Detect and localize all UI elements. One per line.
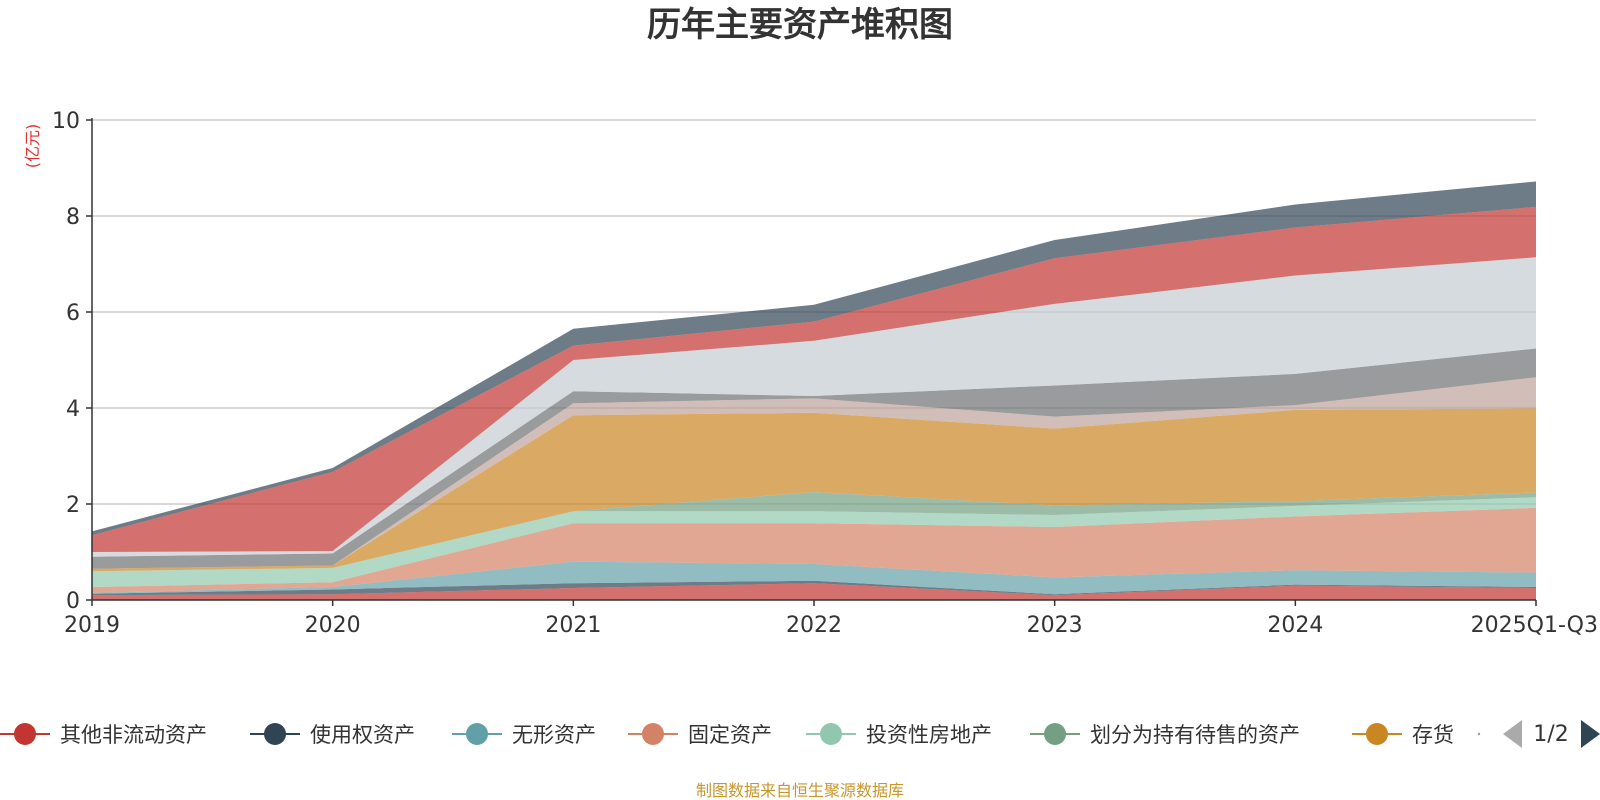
legend-item[interactable]: 划分为持有待售的资产 [1030, 723, 1300, 747]
area-series-11[interactable] [92, 206, 1536, 552]
legend-page-indicator: 1/2 [1533, 722, 1568, 747]
legend-prev-arrow-icon[interactable] [1503, 720, 1522, 748]
legend-marker-icon [14, 723, 36, 745]
legend-label: 其他非流动资产 [60, 723, 207, 747]
area-series-12[interactable] [92, 181, 1536, 536]
y-tick-label: 8 [66, 205, 80, 230]
y-tick-labels: 0 2 4 6 8 10 [52, 109, 80, 614]
x-tick-label: 2025Q1-Q3 [1471, 613, 1598, 638]
area-使用权资产[interactable] [92, 580, 1536, 596]
legend-marker-icon [1366, 723, 1388, 745]
legend-marker-icon [820, 723, 842, 745]
legend-marker-icon [1044, 723, 1066, 745]
area-series-10[interactable] [92, 257, 1536, 557]
area-series-8[interactable] [92, 377, 1536, 569]
x-tick-label: 2022 [786, 613, 842, 638]
area-固定资产[interactable] [92, 507, 1536, 593]
legend-overflow-dot [1477, 732, 1481, 736]
legend-item[interactable]: 存货 [1352, 723, 1454, 747]
x-tick-label: 2020 [305, 613, 361, 638]
x-tick-label: 2024 [1267, 613, 1323, 638]
y-tick-label: 2 [66, 493, 80, 518]
y-axis-unit-label: (亿元) [23, 124, 42, 169]
legend[interactable]: 其他非流动资产 使用权资产 无形资产 固定资产 投资性房地产 划分为持有待售的资产 存货 [0, 723, 1481, 747]
legend-item[interactable]: 投资性房地产 [806, 723, 992, 747]
axes [86, 118, 1537, 606]
area-投资性房地产[interactable] [92, 497, 1536, 588]
x-tick-labels: 2019 2020 2021 2022 2023 2024 2025Q1-Q3 [64, 613, 1598, 638]
chart-title: 历年主要资产堆积图 [647, 5, 953, 45]
stacked-areas [92, 181, 1536, 600]
legend-item[interactable]: 固定资产 [628, 723, 772, 747]
legend-item[interactable]: 其他非流动资产 [0, 723, 207, 747]
legend-marker-icon [466, 723, 488, 745]
legend-label: 固定资产 [688, 723, 772, 747]
legend-label: 使用权资产 [310, 723, 415, 747]
x-tick-label: 2019 [64, 613, 120, 638]
legend-label: 投资性房地产 [866, 723, 992, 747]
legend-label: 划分为持有待售的资产 [1090, 723, 1300, 747]
data-source-note: 制图数据来自恒生聚源数据库 [696, 781, 904, 800]
legend-item[interactable]: 使用权资产 [250, 723, 415, 747]
y-tick-label: 0 [66, 589, 80, 614]
x-tick-label: 2023 [1027, 613, 1083, 638]
legend-pager[interactable]: 1/2 [1503, 720, 1600, 748]
x-tick-label: 2021 [545, 613, 601, 638]
area-其他非流动资产[interactable] [92, 583, 1536, 600]
area-series-9[interactable] [92, 348, 1536, 569]
area-无形资产[interactable] [92, 561, 1536, 595]
area-划分为持有待售的资产[interactable] [92, 492, 1536, 572]
legend-item[interactable]: 无形资产 [452, 723, 596, 747]
legend-marker-icon [642, 723, 664, 745]
legend-next-arrow-icon[interactable] [1581, 720, 1600, 748]
legend-label: 存货 [1412, 723, 1454, 747]
y-tick-label: 10 [52, 109, 80, 134]
legend-marker-icon [264, 723, 286, 745]
y-tick-label: 4 [66, 397, 80, 422]
legend-label: 无形资产 [512, 723, 596, 747]
y-tick-label: 6 [66, 301, 80, 326]
area-存货[interactable] [92, 408, 1536, 572]
